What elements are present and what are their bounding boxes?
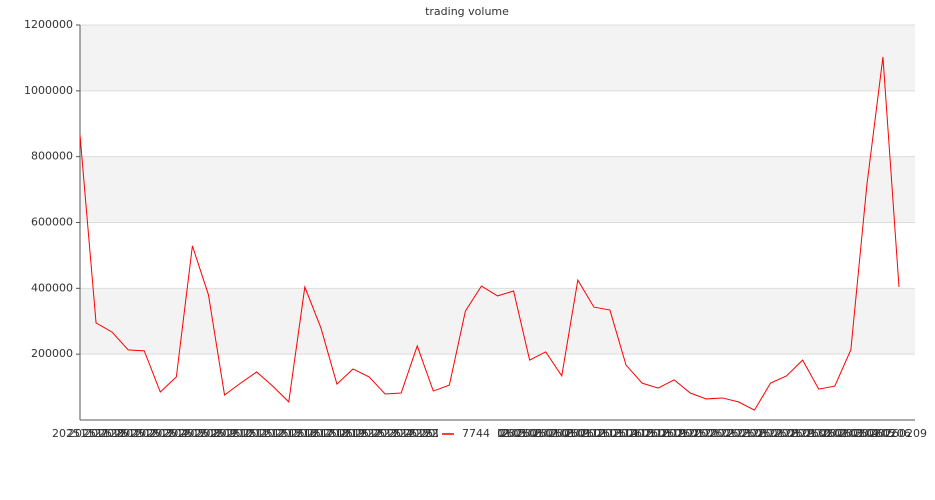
legend-bg <box>438 426 498 442</box>
x-tick-label: 20251217 <box>277 427 333 440</box>
x-tick-label: 20260122 <box>678 427 734 440</box>
x-tick-label: 20251202 <box>100 427 156 440</box>
x-tick-label: 20251205 <box>148 427 204 440</box>
x-tick-label: 20251215 <box>245 427 301 440</box>
x-tick-label: 20260129 <box>759 427 815 440</box>
x-tick-label: 20260209 <box>871 427 927 440</box>
y-tick-label: 1200000 <box>24 18 73 31</box>
x-tick-label: 20251218 <box>293 427 349 440</box>
x-tick-label: 20251216 <box>261 427 317 440</box>
chart-title: trading volume <box>425 5 509 18</box>
data-line <box>79 56 900 411</box>
x-tick-label: 20260121 <box>662 427 718 440</box>
x-tick-label: 20251209 <box>180 427 236 440</box>
legend-label: 7744 <box>462 427 490 440</box>
x-tick-label: 20260202 <box>791 427 847 440</box>
x-tick-label: 20251222 <box>325 427 381 440</box>
x-tick-label: 20260204 <box>823 427 879 440</box>
x-tick-label: 20260119 <box>630 427 686 440</box>
x-tick-label: 20251219 <box>309 427 365 440</box>
y-tick-label: 600000 <box>31 216 73 229</box>
x-tick-label: 20260130 <box>775 427 831 440</box>
x-tick-label: 20260203 <box>807 427 863 440</box>
x-tick-label: 20251127 <box>52 427 108 440</box>
x-tick-label: 20260109 <box>534 427 590 440</box>
grid-band <box>80 288 915 355</box>
y-tick-label: 200000 <box>31 347 73 360</box>
x-tick-label: 20260114 <box>582 427 638 440</box>
x-tick-label: 20260115 <box>598 427 654 440</box>
x-tick-label: 20251223 <box>341 427 397 440</box>
x-tick-label: 20260108 <box>518 427 574 440</box>
x-tick-label: 20260116 <box>614 427 670 440</box>
x-tick-label: 20251212 <box>229 427 285 440</box>
x-tick-label: 20260128 <box>743 427 799 440</box>
x-tick-label: 20260206 <box>855 427 911 440</box>
x-tick-label: 20260120 <box>646 427 702 440</box>
x-tick-label: 20260112 <box>550 427 606 440</box>
x-tick-label: 20251201 <box>84 427 140 440</box>
x-tick-label: 20260126 <box>710 427 766 440</box>
x-tick-label: 20260106 <box>486 427 542 440</box>
x-tick-label: 20251210 <box>197 427 253 440</box>
y-tick-label: 800000 <box>31 150 73 163</box>
x-tick-label: 20251204 <box>132 427 188 440</box>
y-tick-label: 400000 <box>31 281 73 294</box>
x-tick-label: 20251226 <box>389 427 445 440</box>
x-tick-label: 20251128 <box>68 427 124 440</box>
x-tick-label: 20260205 <box>839 427 895 440</box>
x-tick-label: 20251211 <box>213 427 269 440</box>
x-tick-label: 20260123 <box>694 427 750 440</box>
grid-band <box>80 156 915 223</box>
x-tick-label: 20251203 <box>116 427 172 440</box>
x-tick-label: 20260107 <box>502 427 558 440</box>
x-tick-label: 20251224 <box>357 427 413 440</box>
x-tick-label: 20260127 <box>726 427 782 440</box>
x-tick-label: 20260113 <box>566 427 622 440</box>
x-tick-label: 20251208 <box>164 427 220 440</box>
grid-band <box>80 25 915 91</box>
y-tick-label: 1000000 <box>24 84 73 97</box>
x-tick-label: 20251225 <box>373 427 429 440</box>
